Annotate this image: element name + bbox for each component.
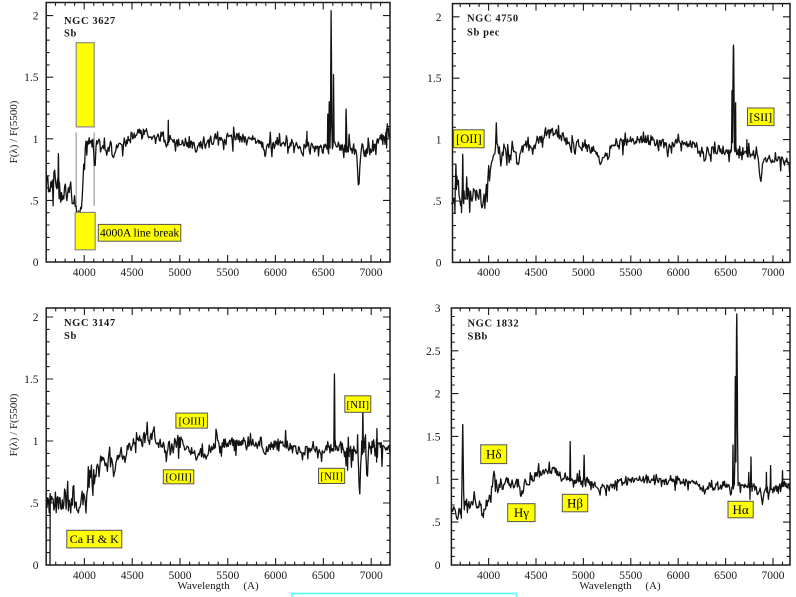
svg-text:Hδ: Hδ bbox=[486, 447, 502, 462]
svg-text:4500: 4500 bbox=[121, 267, 144, 279]
svg-text:[OIII]: [OIII] bbox=[179, 415, 205, 427]
svg-text:5000: 5000 bbox=[572, 570, 595, 582]
svg-text:SBb: SBb bbox=[468, 332, 488, 343]
svg-text:1.5: 1.5 bbox=[427, 73, 442, 85]
svg-text:Wavelength (A): Wavelength (A) bbox=[579, 580, 661, 592]
svg-text:6500: 6500 bbox=[714, 267, 737, 279]
svg-text:5000: 5000 bbox=[572, 267, 595, 279]
svg-text:2: 2 bbox=[33, 11, 39, 23]
svg-text:1: 1 bbox=[33, 134, 39, 146]
svg-text:6000: 6000 bbox=[667, 570, 690, 582]
svg-text:1.5: 1.5 bbox=[24, 72, 39, 84]
svg-text:[OII]: [OII] bbox=[456, 132, 482, 146]
svg-text:4000: 4000 bbox=[73, 267, 96, 279]
svg-text:.5: .5 bbox=[432, 517, 441, 529]
svg-text:NGC 4750: NGC 4750 bbox=[467, 14, 519, 25]
svg-text:NGC 3147: NGC 3147 bbox=[64, 318, 116, 329]
svg-text:1: 1 bbox=[33, 436, 39, 448]
svg-text:6500: 6500 bbox=[312, 570, 335, 582]
svg-text:2: 2 bbox=[33, 312, 39, 324]
svg-text:NGC 3627: NGC 3627 bbox=[64, 16, 116, 27]
svg-text:4000: 4000 bbox=[477, 267, 500, 279]
svg-text:5500: 5500 bbox=[216, 267, 239, 279]
svg-text:4000A line break: 4000A line break bbox=[100, 228, 179, 240]
svg-text:6500: 6500 bbox=[714, 570, 737, 582]
svg-text:4500: 4500 bbox=[525, 570, 548, 582]
svg-text:4000: 4000 bbox=[477, 570, 500, 582]
svg-text:F(λ) / F(5500): F(λ) / F(5500) bbox=[8, 393, 20, 456]
svg-text:F(λ) / F(5500): F(λ) / F(5500) bbox=[8, 100, 20, 163]
svg-text:6000: 6000 bbox=[264, 570, 287, 582]
svg-text:Hβ: Hβ bbox=[567, 496, 583, 511]
svg-text:1.5: 1.5 bbox=[426, 431, 441, 443]
svg-text:Sb: Sb bbox=[64, 29, 77, 40]
svg-text:0: 0 bbox=[435, 560, 441, 572]
svg-text:0: 0 bbox=[33, 560, 39, 572]
svg-text:Hγ: Hγ bbox=[514, 505, 529, 520]
svg-text:6500: 6500 bbox=[312, 267, 335, 279]
svg-text:1.5: 1.5 bbox=[24, 374, 39, 386]
svg-text:5500: 5500 bbox=[216, 570, 239, 582]
svg-text:.5: .5 bbox=[30, 498, 39, 510]
svg-text:3: 3 bbox=[435, 303, 441, 315]
svg-text:Sb pec: Sb pec bbox=[467, 28, 500, 39]
svg-text:.5: .5 bbox=[30, 195, 39, 207]
svg-text:6000: 6000 bbox=[667, 267, 690, 279]
svg-text:5500: 5500 bbox=[619, 570, 642, 582]
svg-text:[OIII]: [OIII] bbox=[165, 472, 191, 484]
svg-text:0: 0 bbox=[436, 257, 442, 269]
svg-text:2.5: 2.5 bbox=[426, 346, 441, 358]
svg-text:Wavelength (A): Wavelength (A) bbox=[177, 580, 259, 592]
svg-text:[NII]: [NII] bbox=[346, 399, 369, 411]
svg-text:7000: 7000 bbox=[762, 570, 785, 582]
svg-text:1: 1 bbox=[435, 474, 441, 486]
svg-text:4500: 4500 bbox=[525, 267, 548, 279]
svg-text:NGC 1832: NGC 1832 bbox=[468, 319, 520, 330]
svg-text:Ca H & K: Ca H & K bbox=[70, 532, 119, 546]
svg-text:7000: 7000 bbox=[360, 267, 383, 279]
svg-text:4000: 4000 bbox=[73, 570, 96, 582]
svg-text:Sb: Sb bbox=[64, 331, 77, 342]
svg-text:2: 2 bbox=[436, 12, 442, 24]
svg-text:5000: 5000 bbox=[169, 570, 192, 582]
svg-text:4500: 4500 bbox=[121, 570, 144, 582]
svg-text:5500: 5500 bbox=[619, 267, 642, 279]
svg-text:.5: .5 bbox=[433, 196, 442, 208]
svg-text:Hα: Hα bbox=[732, 502, 748, 517]
svg-text:7000: 7000 bbox=[762, 267, 785, 279]
svg-text:1: 1 bbox=[436, 135, 442, 147]
svg-text:2: 2 bbox=[435, 389, 441, 401]
svg-text:0: 0 bbox=[33, 257, 39, 269]
svg-text:5000: 5000 bbox=[168, 267, 191, 279]
svg-text:[NII]: [NII] bbox=[320, 471, 343, 483]
svg-text:6000: 6000 bbox=[264, 267, 287, 279]
svg-text:[SII]: [SII] bbox=[749, 110, 772, 124]
svg-text:7000: 7000 bbox=[360, 570, 383, 582]
